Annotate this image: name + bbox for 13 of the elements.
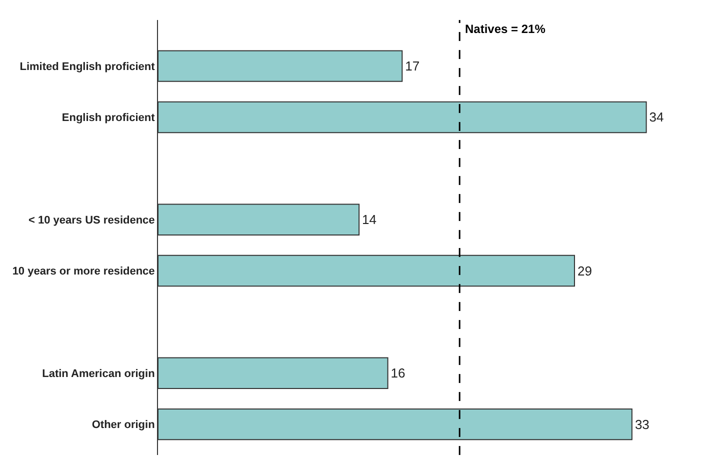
data-label: 14 (362, 212, 377, 228)
data-label: 34 (649, 110, 664, 125)
y-tick-label: < 10 years US residence (28, 214, 155, 226)
y-tick-label: English proficient (62, 112, 156, 124)
ref-line-label: Natives = 21% (465, 22, 546, 36)
data-label: 33 (634, 416, 650, 432)
data-label: 17 (405, 58, 420, 74)
data-label: 29 (577, 263, 592, 278)
y-tick-label: Other origin (92, 419, 156, 432)
data-label: 16 (390, 366, 406, 381)
y-tick-label: 10 years or more residence (12, 266, 155, 278)
y-tick-label: Latin American origin (42, 368, 156, 380)
y-tick-label: Limited English proficient (20, 60, 156, 73)
